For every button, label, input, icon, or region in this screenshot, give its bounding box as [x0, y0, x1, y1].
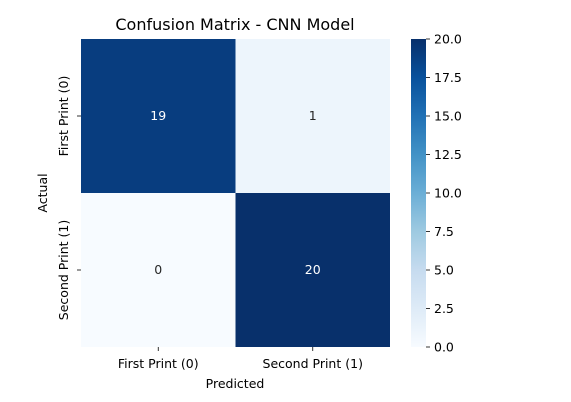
colorbar-tick-label: 10.0 [434, 186, 462, 201]
y-axis-ticks: First Print (0) Second Print (1) [56, 76, 81, 320]
colorbar [411, 39, 426, 347]
heatmap-cell [81, 39, 236, 193]
x-tick-label: Second Print (1) [263, 356, 363, 371]
x-axis-ticks: First Print (0) Second Print (1) [118, 347, 363, 371]
colorbar-tick-label: 2.5 [434, 301, 454, 316]
colorbar-tick-label: 0.0 [434, 340, 454, 355]
colorbar-tick-label: 7.5 [434, 224, 454, 239]
y-tick-label: Second Print (1) [56, 220, 71, 320]
colorbar-tick-label: 15.0 [434, 109, 462, 124]
colorbar-tick-label: 17.5 [434, 70, 462, 85]
heatmap-cells [81, 39, 390, 347]
heatmap-cell-labels: 19 1 0 20 [150, 108, 320, 277]
heatmap-cell [235, 39, 390, 193]
x-tick-label: First Print (0) [118, 356, 199, 371]
chart-title: Confusion Matrix - CNN Model [115, 15, 354, 34]
x-axis-label: Predicted [206, 376, 265, 391]
y-tick-label: First Print (0) [56, 76, 71, 157]
cell-value-label: 20 [305, 262, 321, 277]
cell-value-label: 0 [154, 262, 162, 277]
colorbar-tick-label: 12.5 [434, 147, 462, 162]
colorbar-tick-label: 5.0 [434, 263, 454, 278]
heatmap-cell [235, 193, 390, 347]
colorbar-tick-label: 20.0 [434, 32, 462, 47]
colorbar-ticks: 0.0 2.5 5.0 7.5 10.0 12.5 15.0 17.5 20.0 [426, 32, 462, 355]
cell-value-label: 1 [309, 108, 317, 123]
y-axis-label: Actual [35, 173, 50, 212]
cell-value-label: 19 [150, 108, 166, 123]
heatmap-cell [81, 193, 236, 347]
